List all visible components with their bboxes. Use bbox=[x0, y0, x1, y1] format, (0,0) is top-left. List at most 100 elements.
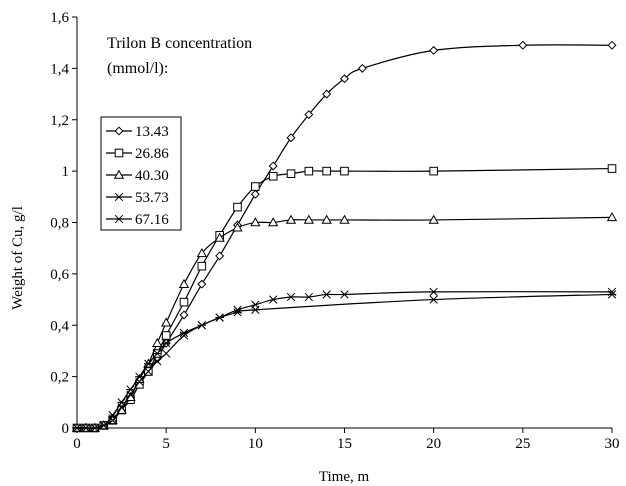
data-point bbox=[161, 317, 172, 327]
y-tick-label: 1,2 bbox=[50, 113, 69, 129]
legend: 13.43 26.86 40.30 53.73 67.16 bbox=[100, 116, 182, 231]
data-point bbox=[607, 40, 617, 50]
data-point bbox=[340, 290, 349, 299]
data-point bbox=[90, 423, 100, 433]
data-point bbox=[99, 421, 109, 430]
data-point bbox=[250, 217, 261, 227]
legend-marker bbox=[114, 192, 124, 202]
data-point bbox=[322, 89, 332, 99]
data-point bbox=[178, 278, 190, 288]
data-point bbox=[197, 279, 207, 289]
data-point bbox=[179, 310, 189, 320]
data-point bbox=[607, 290, 617, 299]
data-point bbox=[251, 182, 260, 191]
data-point bbox=[162, 349, 171, 358]
data-point bbox=[126, 385, 135, 394]
axes: 0 5 10 15 20 25 30 0 0,2 0,4 0,6 0,8 1 1,2 1,4 1,6 bbox=[50, 10, 619, 452]
series-line bbox=[77, 216, 613, 429]
series-40.30 bbox=[71, 212, 618, 432]
legend-box bbox=[100, 116, 182, 231]
y-tick-label: 1,4 bbox=[50, 61, 69, 77]
data-point bbox=[214, 232, 225, 242]
legend-item: 26.86 bbox=[106, 146, 169, 162]
x-tick-label: 10 bbox=[248, 436, 263, 452]
legend-label: 53.73 bbox=[135, 190, 169, 206]
data-point bbox=[179, 297, 189, 307]
data-point bbox=[161, 331, 171, 340]
data-point bbox=[197, 321, 207, 330]
data-point bbox=[152, 337, 163, 348]
y-axis-title: Weight of Cu, g/l bbox=[10, 206, 26, 310]
x-tick-label: 5 bbox=[162, 436, 170, 452]
x-tick-label: 20 bbox=[426, 436, 441, 452]
legend-label: 67.16 bbox=[135, 212, 169, 228]
data-point bbox=[429, 45, 439, 55]
data-point bbox=[607, 164, 617, 173]
data-point bbox=[232, 222, 243, 232]
legend-marker bbox=[114, 148, 124, 158]
data-point bbox=[215, 313, 224, 322]
y-tick-label: 0,2 bbox=[50, 370, 69, 386]
data-point bbox=[269, 295, 278, 304]
data-point bbox=[518, 40, 528, 50]
data-point bbox=[428, 214, 439, 224]
data-point bbox=[215, 251, 225, 261]
data-point bbox=[144, 359, 153, 368]
legend-label: 40.30 bbox=[135, 168, 169, 184]
data-point bbox=[196, 248, 207, 258]
data-point bbox=[429, 166, 438, 176]
data-point bbox=[322, 290, 331, 299]
data-point bbox=[429, 295, 438, 304]
data-point bbox=[144, 367, 153, 376]
legend-marker bbox=[114, 214, 124, 224]
data-point bbox=[135, 372, 144, 381]
y-tick-label: 0 bbox=[62, 421, 70, 437]
data-point bbox=[152, 349, 162, 358]
data-point bbox=[251, 305, 260, 314]
y-tick-label: 0,4 bbox=[50, 318, 69, 334]
data-point bbox=[286, 292, 296, 302]
x-tick-label: 25 bbox=[515, 436, 530, 452]
legend-item: 53.73 bbox=[106, 190, 169, 206]
data-point bbox=[72, 423, 82, 433]
data-point bbox=[304, 166, 314, 176]
data-point bbox=[197, 261, 207, 271]
data-point bbox=[340, 166, 349, 176]
x-tick-label: 0 bbox=[73, 436, 81, 452]
data-point bbox=[153, 357, 162, 366]
data-point bbox=[286, 133, 296, 143]
annotation-line-2: (mmol/l): bbox=[107, 60, 168, 77]
data-point bbox=[357, 63, 367, 73]
data-point bbox=[304, 292, 313, 302]
series-67.16 bbox=[72, 290, 617, 433]
data-point bbox=[304, 110, 314, 120]
data-point bbox=[233, 202, 242, 212]
x-tick-label: 15 bbox=[337, 436, 352, 452]
data-point bbox=[285, 214, 297, 224]
annotation-line-1: Trilon B concentration bbox=[107, 35, 252, 52]
legend-item: 67.16 bbox=[106, 212, 169, 228]
data-point bbox=[233, 308, 242, 317]
data-point bbox=[339, 214, 350, 224]
y-tick-label: 1,6 bbox=[50, 10, 69, 26]
data-point bbox=[108, 411, 117, 420]
legend-marker bbox=[114, 126, 124, 136]
series-13.43 bbox=[72, 40, 617, 433]
legend-item: 13.43 bbox=[106, 124, 169, 140]
data-point bbox=[339, 74, 350, 84]
x-tick-label: 30 bbox=[605, 436, 620, 452]
data-point bbox=[117, 398, 126, 407]
data-point bbox=[429, 287, 438, 297]
y-tick-label: 0,6 bbox=[50, 267, 69, 283]
data-point bbox=[322, 166, 331, 176]
legend-marker bbox=[113, 169, 125, 179]
data-point bbox=[286, 169, 296, 178]
y-tick-label: 1 bbox=[62, 164, 70, 180]
series-line bbox=[77, 44, 613, 429]
y-tick-label: 0,8 bbox=[50, 216, 69, 232]
data-point bbox=[268, 161, 278, 171]
data-point bbox=[268, 217, 279, 227]
data-point bbox=[161, 339, 171, 348]
series-layer bbox=[71, 40, 618, 433]
